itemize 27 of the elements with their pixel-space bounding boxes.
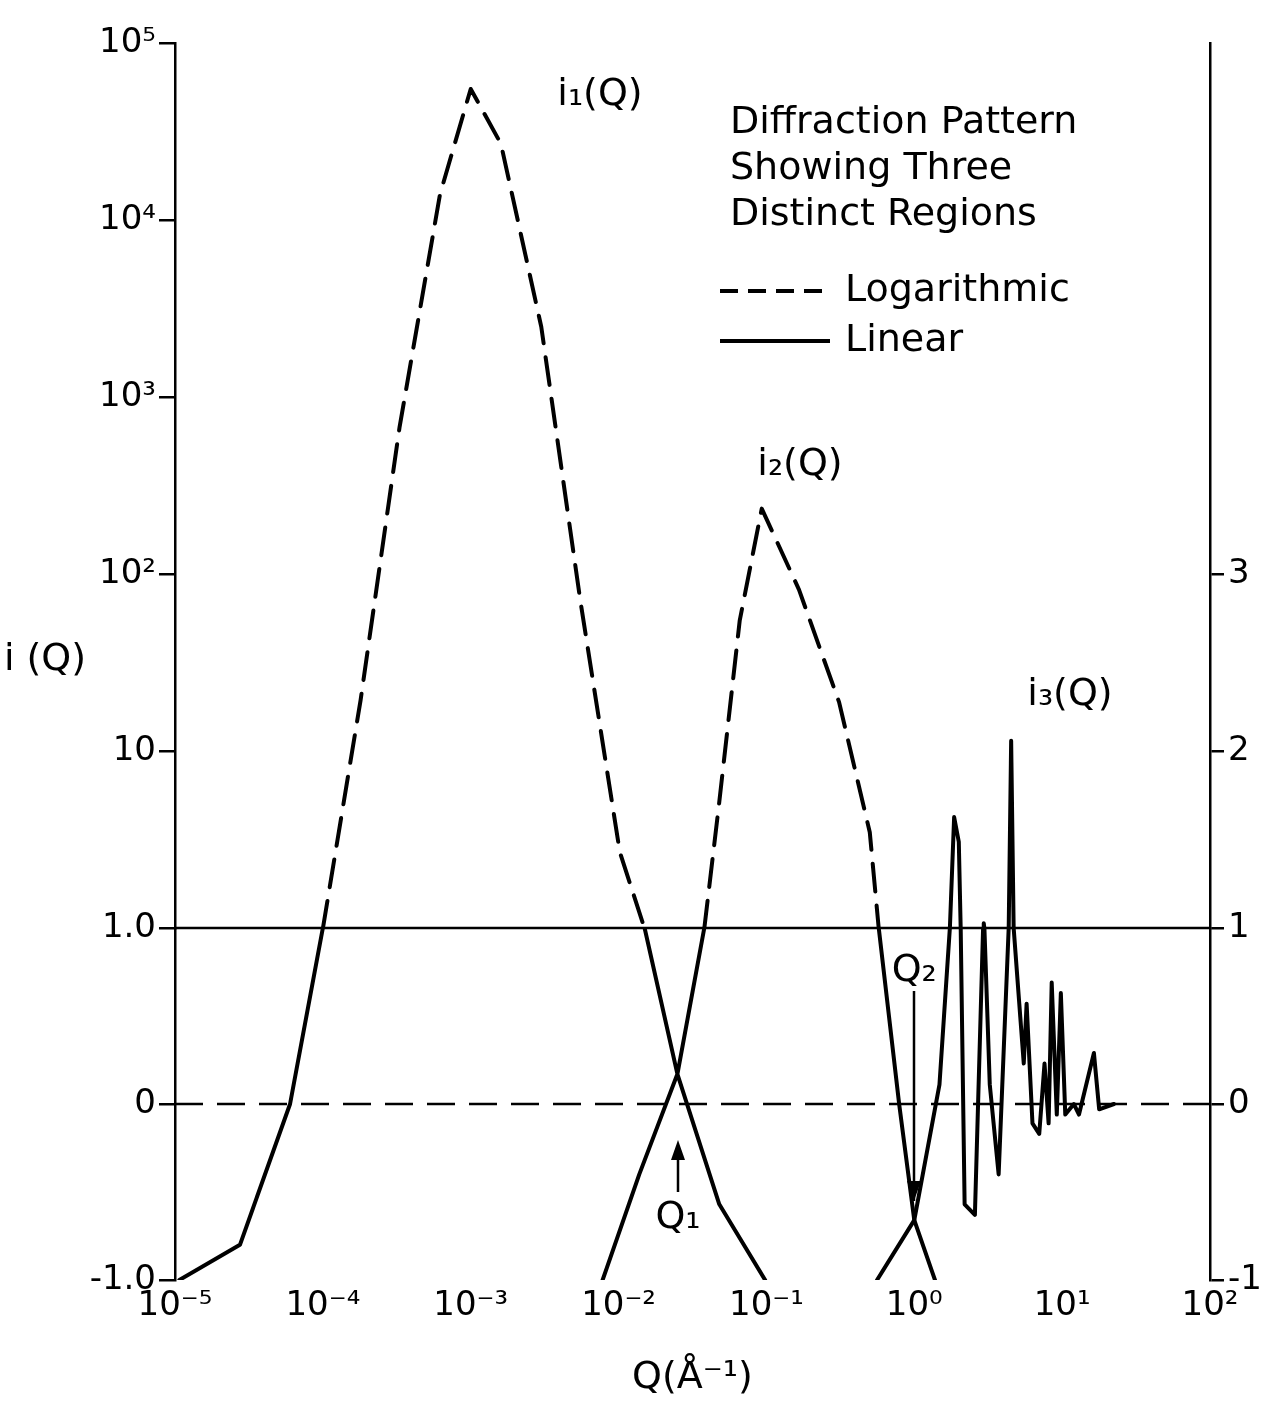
y-tick-label: 1.0 <box>101 904 156 945</box>
y-tick-label: 10 <box>112 728 156 769</box>
x-tick-label: 10¹ <box>1033 1283 1091 1324</box>
y2-tick-label: 3 <box>1228 551 1250 592</box>
legend-title: Diffraction Pattern Showing Three Distinct Regions <box>730 97 1078 234</box>
y-tick-label: 0 <box>134 1080 156 1121</box>
x-axis-title: Q(Å⁻¹) <box>632 1353 753 1398</box>
annotation: i₁(Q) <box>557 69 643 114</box>
y-tick-label: 10⁵ <box>99 19 156 60</box>
x-tick-label: 10⁻³ <box>433 1283 509 1324</box>
annotation: Q₂ <box>891 945 937 990</box>
annotation: i₂(Q) <box>757 439 843 484</box>
x-tick-label: 10⁻¹ <box>729 1283 804 1324</box>
y2-tick-label: 2 <box>1228 728 1250 769</box>
x-tick-label: 10⁰ <box>885 1283 943 1324</box>
y-tick-label: 10³ <box>99 374 156 415</box>
annotation: i₃(Q) <box>1027 669 1113 714</box>
y2-tick-label: 1 <box>1228 904 1250 945</box>
y2-tick-label: 0 <box>1228 1080 1250 1121</box>
y-tick-label: 10² <box>99 551 156 592</box>
y-axis-title: i (Q) <box>3 634 87 679</box>
x-tick-label: 10⁻² <box>581 1283 656 1324</box>
y-tick-label: 10⁴ <box>99 196 156 237</box>
annotation: Q₁ <box>655 1192 701 1237</box>
x-tick-label: 10⁻⁴ <box>285 1283 361 1324</box>
legend-label: Logarithmic <box>845 265 1070 310</box>
legend-label: Linear <box>845 315 964 360</box>
